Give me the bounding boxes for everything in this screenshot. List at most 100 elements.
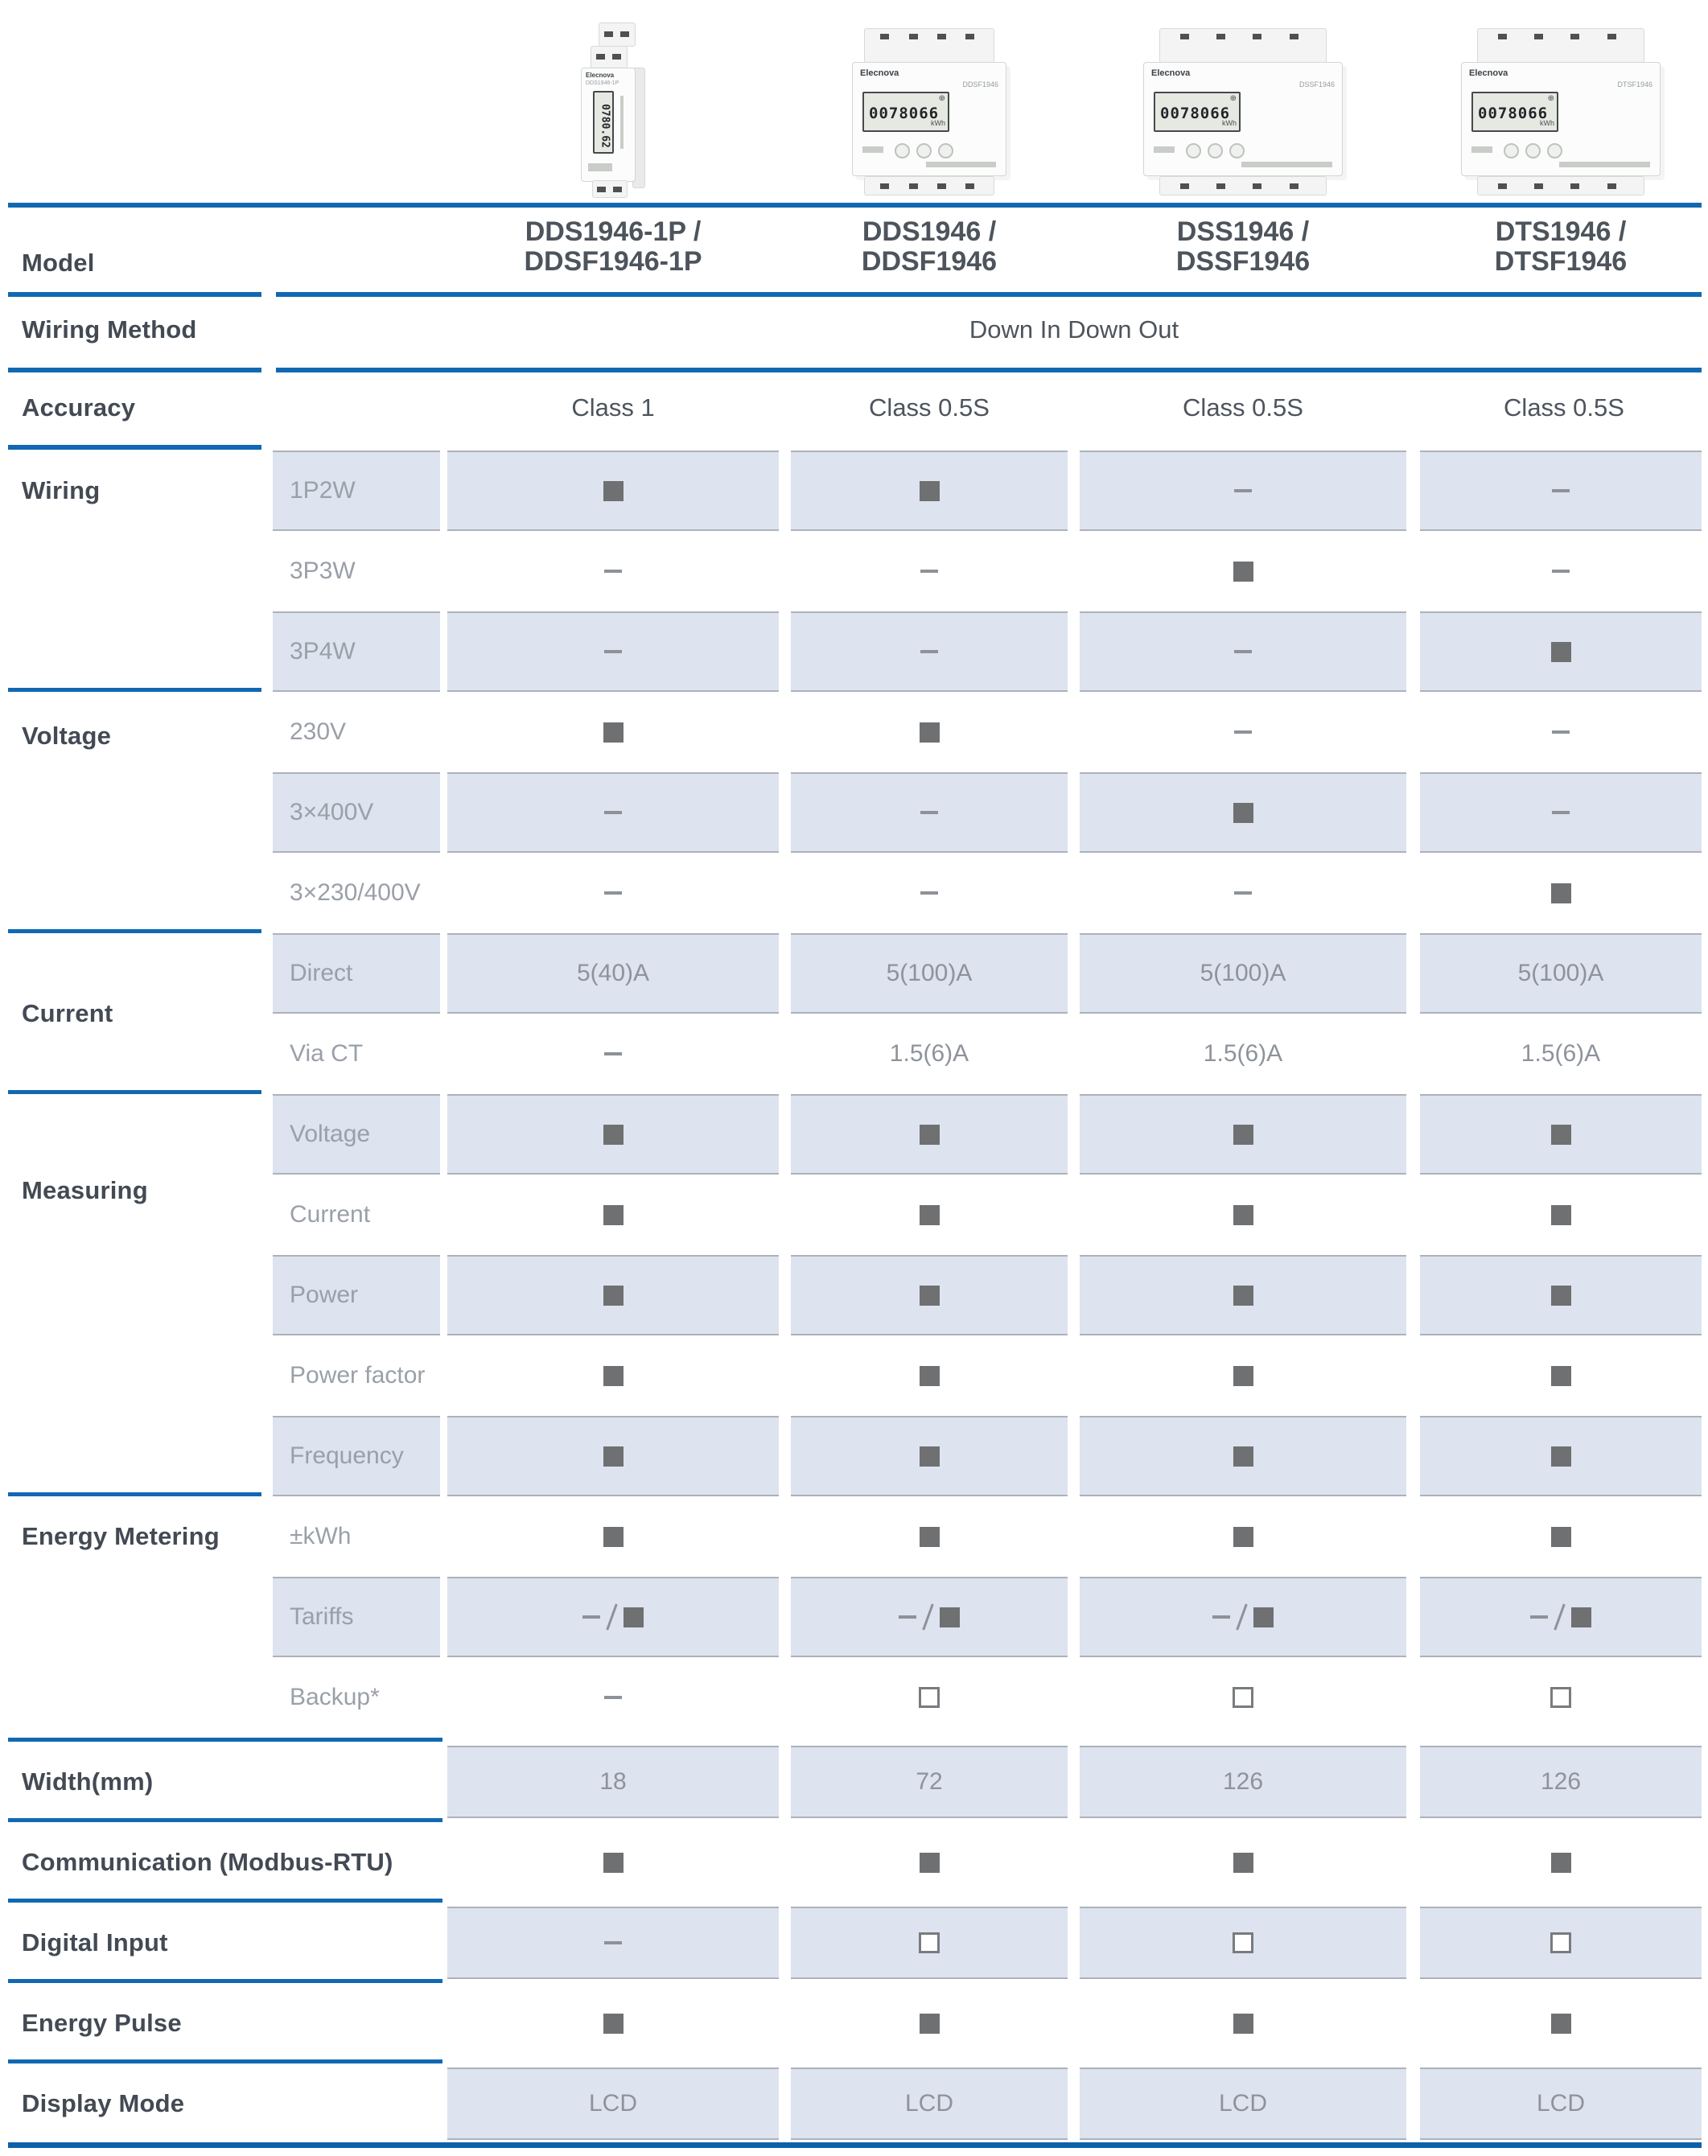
spec-cell [1080, 1255, 1406, 1335]
meter-lcd-display: 0078066 kWh ⊕ [862, 92, 949, 132]
spec-cell [1420, 1175, 1702, 1255]
meter-lcd-value: 0078066 [869, 105, 940, 122]
spec-cell: LCD [1080, 2068, 1406, 2140]
dash-icon [1530, 1615, 1548, 1619]
cell-value: 5(40)A [576, 960, 650, 986]
spec-cell: 5(100)A [1080, 933, 1406, 1014]
filled-square-icon [1550, 641, 1571, 662]
filled-square-icon [1233, 802, 1253, 823]
cell-value: 5(100)A [1200, 960, 1286, 986]
sub-row-label: Voltage [273, 1094, 440, 1175]
spec-cell [447, 1014, 779, 1094]
meter-terminal-top [1476, 28, 1645, 64]
accuracy-label: Accuracy [22, 393, 136, 422]
meter-button [1186, 143, 1201, 158]
spec-cell [1420, 531, 1702, 611]
filled-square-icon [919, 480, 940, 501]
filled-square-icon [919, 722, 940, 743]
meter-model-text: DSSF1946 [1298, 80, 1335, 88]
bottom-section-divider [8, 1818, 442, 1822]
meter-lcd-unit: kWh [1222, 119, 1237, 127]
meter-button [1525, 143, 1541, 158]
cell-value: LCD [1536, 2090, 1585, 2117]
spec-cell [1420, 611, 1702, 692]
sub-row-label: Tariffs [273, 1577, 440, 1657]
spec-cell [1080, 1416, 1406, 1496]
dash-icon [604, 1941, 622, 1944]
hollow-square-icon [919, 1687, 940, 1708]
accuracy-value: Class 1 [571, 393, 655, 422]
sub-row-label: Power [273, 1255, 440, 1335]
divider-top [8, 203, 1702, 208]
sub-row-label: 3P3W [290, 558, 356, 584]
spec-cell [1420, 1416, 1702, 1496]
spec-cell [447, 611, 779, 692]
dash-icon [899, 1615, 916, 1619]
meter-terminal-mid [591, 46, 628, 68]
meter-body: Elecnova DTSF1946 0078066 kWh ⊕ [1461, 62, 1661, 176]
meter-marking [588, 163, 612, 171]
spec-cell [1420, 1335, 1702, 1416]
meter-lcd-unit: kWh [1540, 119, 1554, 127]
spec-cell [447, 1987, 779, 2059]
bottom-row-label: Width(mm) [22, 1767, 154, 1796]
cell-value: LCD [904, 2090, 953, 2117]
divider-accuracy-left [8, 445, 261, 450]
meter-brand-text: Elecnova [586, 72, 615, 79]
spec-cell: 1.5(6)A [1080, 1014, 1406, 1094]
spec-cell [447, 1907, 779, 1979]
filled-square-icon [1550, 1204, 1571, 1225]
sub-row-label: Power factor [290, 1362, 426, 1389]
divider-wiring-method-left [8, 368, 261, 372]
terminal-slot [620, 31, 629, 37]
dash-icon [604, 1696, 622, 1699]
meter-terminal-bottom [1159, 176, 1327, 195]
model-name-line2: DDSF1946 [861, 246, 998, 277]
filled-square-icon [919, 1124, 940, 1145]
spec-cell [1080, 772, 1406, 853]
meter-terminal-bottom [592, 180, 628, 198]
dash-icon [920, 891, 938, 895]
filled-square-icon [624, 1607, 644, 1627]
model-name: DTS1946 /DTSF1946 [1495, 217, 1627, 277]
filled-square-icon [919, 1365, 940, 1386]
accuracy-value: Class 0.5S [1183, 393, 1303, 422]
cell-value: 72 [916, 1768, 943, 1795]
spec-cell: 126 [1420, 1746, 1702, 1818]
dash-icon [1552, 811, 1570, 814]
terminal-slot [1289, 183, 1298, 189]
bottom-section-divider [8, 1738, 442, 1742]
product-photo-DDSF1946: Elecnova DDSF1946 0078066 kWh ⊕ [852, 28, 1006, 195]
spec-cell: LCD [1420, 2068, 1702, 2140]
cell-value: 1.5(6)A [1203, 1040, 1283, 1067]
filled-square-icon [1233, 1446, 1253, 1467]
meter-lcd-unit: kWh [931, 119, 945, 127]
spec-cell [791, 611, 1068, 692]
spec-cell: 1.5(6)A [1420, 1014, 1702, 1094]
bottom-row-label: Energy Pulse [22, 2009, 182, 2037]
spec-cell [791, 692, 1068, 772]
tariff-option-icons [1530, 1603, 1591, 1631]
meter-lcd-display: 0780.62 [593, 91, 614, 154]
meter-marking [1241, 162, 1332, 167]
spec-cell [1080, 1907, 1406, 1979]
spec-cell [447, 531, 779, 611]
filled-square-icon [1233, 1526, 1253, 1547]
terminal-slot [597, 187, 606, 192]
meter-button [1229, 143, 1245, 158]
terminal-slot [880, 183, 890, 189]
filled-square-icon [1550, 1852, 1571, 1873]
spec-cell [791, 1657, 1068, 1738]
bottom-row-label: Communication (Modbus-RTU) [22, 1848, 393, 1876]
terminal-slot [965, 183, 974, 189]
model-name-line1: DDS1946 / [862, 216, 997, 247]
sub-row-label: 3P4W [273, 611, 440, 692]
terminal-slot [1533, 34, 1543, 39]
spec-cell [1420, 1987, 1702, 2059]
spec-cell [791, 1826, 1068, 1899]
model-name: DDS1946 /DDSF1946 [862, 217, 997, 277]
terminal-slot [596, 54, 605, 60]
terminal-slot [1570, 183, 1580, 189]
sub-row-label: Current [290, 1201, 371, 1228]
terminal-slot [604, 31, 613, 37]
